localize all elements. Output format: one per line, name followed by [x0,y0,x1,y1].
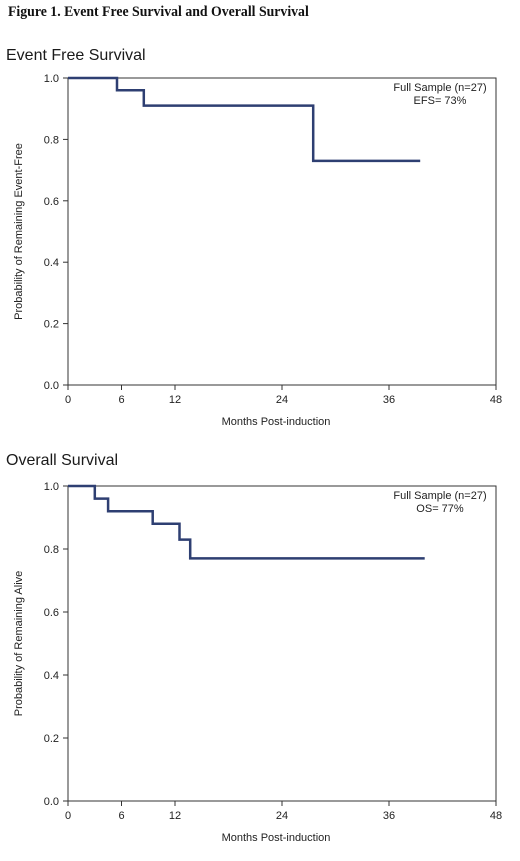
efs-plot-frame [67,77,497,386]
efs-y-axis-label: Probability of Remaining Event-Free [13,143,25,320]
efs-annotation-line: Full Sample (n=27) [393,82,486,94]
os-x-axis-label: Months Post-induction [222,832,331,844]
efs-x-tick-label: 6 [118,394,124,406]
efs-x-tick-label: 24 [276,394,288,406]
efs-x-tick-label: 48 [490,394,502,406]
os-x-tick-label: 24 [276,810,288,822]
os-y-tick-label: 0.4 [44,670,59,682]
efs-x-tick-label: 12 [169,394,181,406]
efs-y-tick-label: 0.2 [44,319,59,331]
os-plot-frame [67,485,497,802]
efs-annotation-line: EFS= 73% [414,95,467,107]
os-y-tick-label: 0.2 [44,733,59,745]
os-y-tick-label: 0.8 [44,544,59,556]
efs-panel-title: Event Free Survival [6,47,146,64]
os-y-tick-label: 0.6 [44,607,59,619]
efs-y-tick-label: 0.0 [44,380,59,392]
figure-title: Figure 1. Event Free Survival and Overal… [8,4,309,20]
os-y-tick-label: 1.0 [44,481,59,493]
os-x-tick-label: 48 [490,810,502,822]
os-annotation-line: OS= 77% [416,503,464,515]
os-x-tick-label: 0 [65,810,71,822]
os-y-axis-label: Probability of Remaining Alive [13,571,25,717]
os-x-tick-label: 12 [169,810,181,822]
efs-chart: 0 6 12 24 36 48 0.0 0.2 0.4 0.6 0.8 1.0 Months Post-… [13,73,502,428]
os-x-tick-label: 36 [383,810,395,822]
os-y-tick-label: 0.0 [44,796,59,808]
os-panel-title: Overall Survival [6,452,119,469]
efs-y-tick-label: 0.4 [44,257,59,269]
efs-survival-curve [68,76,421,163]
os-annotation-line: Full Sample (n=27) [393,490,486,502]
efs-y-tick-label: 1.0 [44,73,59,85]
efs-x-tick-label: 0 [65,394,71,406]
efs-y-tick-label: 0.6 [44,196,59,208]
efs-x-axis-label: Months Post-induction [222,416,331,428]
efs-y-tick-label: 0.8 [44,134,59,146]
efs-x-tick-label: 36 [383,394,395,406]
os-chart: 0 6 12 24 36 48 0.0 0.2 0.4 0.6 0.8 1.0 Months Post-… [13,481,502,844]
os-x-tick-label: 6 [118,810,124,822]
os-survival-curve [68,484,425,560]
